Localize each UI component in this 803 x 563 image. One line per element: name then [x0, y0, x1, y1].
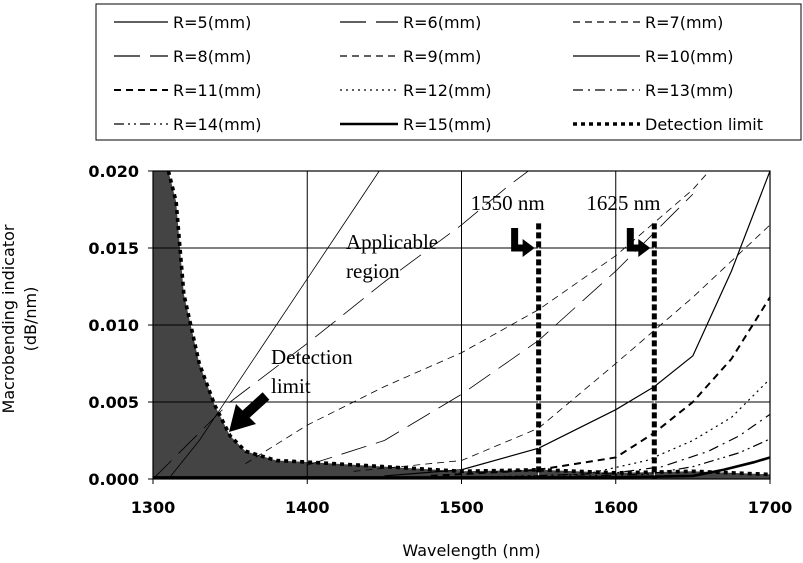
wavelength-marker-label: 1625 nm [586, 191, 660, 215]
plot-area: 1550 nm 1625 nm Applicable region Detection l… [152, 170, 771, 480]
x-axis-title: Wavelength (nm) [402, 541, 540, 560]
series-line [153, 171, 530, 479]
legend-entry: R=12(mm) [403, 81, 492, 100]
y-tick-label: 0.010 [88, 316, 139, 335]
legend-entry: R=8(mm) [173, 47, 251, 66]
y-axis-title: Macrobending indicator [0, 224, 18, 413]
legend-entry: R=5(mm) [173, 13, 251, 32]
legend-entry: R=15(mm) [403, 115, 492, 134]
legend-entry: R=10(mm) [645, 47, 734, 66]
x-tick-label: 1400 [285, 498, 330, 517]
annotation-applicable-region: region [346, 259, 400, 283]
y-tick-label: 0.015 [88, 239, 139, 258]
series-line [430, 296, 770, 477]
bent-arrow-icon [626, 228, 641, 252]
legend-entry: R=7(mm) [645, 13, 723, 32]
legend-entry: R=14(mm) [173, 115, 262, 134]
series-line [353, 224, 770, 472]
x-tick-label: 1600 [593, 498, 638, 517]
y-tick-label: 0.020 [88, 162, 139, 181]
legend-entry: Detection limit [645, 115, 763, 134]
series-line [168, 171, 380, 479]
annotation-applicable-region: Applicable [346, 230, 438, 254]
detection-arrow-icon [240, 392, 270, 420]
legend-box [95, 3, 802, 141]
series-line [166, 171, 770, 477]
x-tick-label: 1500 [439, 498, 484, 517]
x-tick-label: 1300 [131, 498, 176, 517]
legend-entry: R=6(mm) [403, 13, 481, 32]
y-tick-label: 0.000 [88, 470, 139, 489]
x-tick-label: 1700 [748, 498, 793, 517]
y-tick-label: 0.005 [88, 393, 139, 412]
legend: R=5(mm) R=6(mm) R=7(mm) R=8(mm) R=9(mm) R=10(… [95, 3, 802, 141]
bent-arrow-icon [511, 228, 525, 252]
detection-arrow-head-icon [229, 404, 256, 432]
legend-entry: R=11(mm) [173, 81, 262, 100]
y-axis-title: (dB/nm) [21, 287, 40, 352]
arrow-head-icon [522, 239, 535, 257]
legend-entry: R=13(mm) [645, 81, 734, 100]
wavelength-marker-label: 1550 nm [471, 191, 545, 215]
annotation-detection-limit: limit [271, 374, 311, 398]
series-line [384, 171, 770, 477]
annotation-detection-limit: Detection [271, 345, 353, 369]
axes: 1300 1400 1500 1600 1700 0.000 0.005 0.010 0.015… [0, 162, 792, 560]
series-line [245, 171, 710, 464]
legend-entry: R=9(mm) [403, 47, 481, 66]
series-line [523, 438, 770, 479]
arrow-head-icon [638, 239, 651, 257]
detection-shaded-region [153, 171, 770, 479]
